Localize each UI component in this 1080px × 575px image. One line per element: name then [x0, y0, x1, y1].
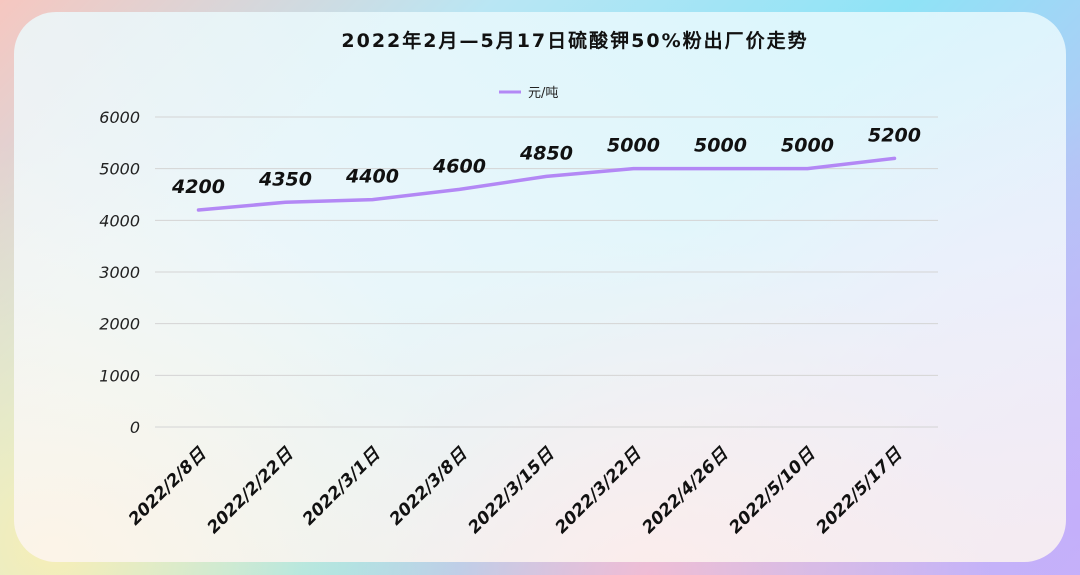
x-tick-label: 2022/3/15日: [465, 444, 559, 538]
data-label: 5000: [781, 135, 834, 157]
x-tick-label: 2022/5/10日: [726, 444, 820, 538]
y-tick-label: 6000: [99, 108, 140, 127]
data-label: 4600: [432, 155, 486, 177]
x-tick-label: 2022/2/8日: [125, 444, 211, 530]
y-tick-label: 4000: [99, 211, 140, 230]
x-tick-label: 2022/3/1日: [299, 444, 385, 530]
series-line: [196, 156, 897, 212]
x-tick-label: 2022/4/26日: [639, 444, 733, 538]
chart-title: 2022年2月—5月17日硫酸钾50%粉出厂价走势: [341, 29, 808, 52]
x-tick-label: 2022/2/22日: [204, 444, 298, 538]
legend-label: 元/吨: [528, 86, 558, 101]
data-label: 5000: [607, 135, 660, 157]
y-tick-label: 5000: [99, 160, 140, 179]
data-label: 4400: [345, 166, 399, 188]
x-tick-label: 2022/3/8日: [386, 444, 472, 530]
y-tick-label: 0: [130, 418, 140, 437]
y-tick-label: 2000: [99, 315, 140, 334]
y-tick-label: 1000: [99, 366, 140, 385]
x-tick-label: 2022/3/22日: [552, 444, 646, 538]
data-label: 5000: [694, 135, 747, 157]
data-label: 4350: [258, 168, 312, 190]
legend: 元/吨: [499, 86, 558, 101]
chart-card: [14, 12, 1066, 562]
y-tick-label: 3000: [99, 263, 140, 282]
data-label: 4850: [519, 142, 573, 164]
data-label: 4200: [171, 176, 225, 198]
x-tick-label: 2022/5/17日: [813, 444, 907, 538]
data-label: 5200: [868, 124, 921, 146]
